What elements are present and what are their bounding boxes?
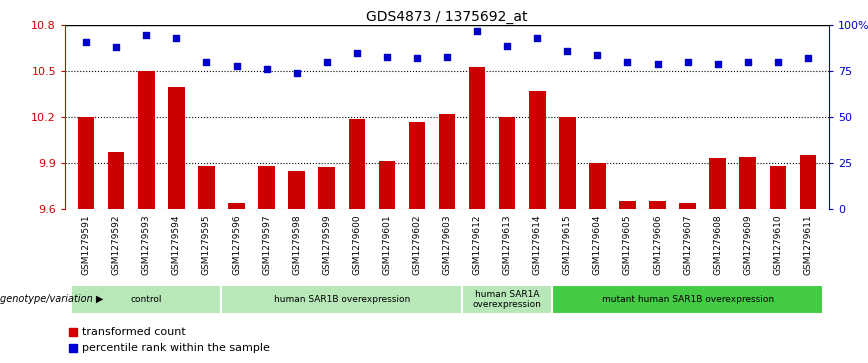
- Text: GSM1279611: GSM1279611: [804, 214, 812, 275]
- Text: GSM1279606: GSM1279606: [653, 214, 662, 275]
- Bar: [221, 285, 462, 314]
- Bar: [319, 167, 335, 209]
- Text: GSM1279596: GSM1279596: [232, 214, 241, 275]
- Point: [380, 54, 394, 60]
- Bar: [78, 117, 95, 209]
- Bar: [108, 152, 124, 209]
- Point: [590, 52, 604, 58]
- Text: GSM1279592: GSM1279592: [112, 214, 121, 274]
- Text: GSM1279610: GSM1279610: [773, 214, 782, 275]
- Text: GSM1279597: GSM1279597: [262, 214, 271, 275]
- Bar: [168, 86, 185, 209]
- Text: genotype/variation ▶: genotype/variation ▶: [0, 294, 103, 305]
- Point: [621, 59, 635, 65]
- Bar: [499, 117, 516, 209]
- Text: GSM1279593: GSM1279593: [141, 214, 151, 275]
- Point: [260, 66, 273, 72]
- Bar: [378, 162, 395, 209]
- Bar: [589, 163, 606, 209]
- Bar: [709, 158, 726, 209]
- Point: [740, 59, 754, 65]
- Bar: [228, 203, 245, 209]
- Point: [79, 39, 93, 45]
- Bar: [138, 71, 155, 209]
- Bar: [438, 114, 456, 209]
- Text: GSM1279614: GSM1279614: [533, 214, 542, 274]
- Text: GSM1279615: GSM1279615: [562, 214, 572, 275]
- Bar: [799, 155, 816, 209]
- Bar: [680, 203, 696, 209]
- Point: [561, 48, 575, 54]
- Bar: [259, 166, 275, 209]
- Point: [140, 32, 154, 37]
- Point: [319, 269, 332, 274]
- Text: human SAR1B overexpression: human SAR1B overexpression: [273, 295, 410, 304]
- Point: [319, 120, 332, 126]
- Text: GSM1279605: GSM1279605: [623, 214, 632, 275]
- Text: GSM1279607: GSM1279607: [683, 214, 692, 275]
- Point: [229, 63, 243, 69]
- Bar: [529, 91, 545, 209]
- Point: [530, 35, 544, 41]
- Bar: [649, 201, 666, 209]
- Text: GSM1279612: GSM1279612: [472, 214, 482, 274]
- Text: GSM1279602: GSM1279602: [412, 214, 422, 274]
- Point: [711, 61, 725, 67]
- Text: GSM1279591: GSM1279591: [82, 214, 90, 275]
- Bar: [740, 157, 756, 209]
- Title: GDS4873 / 1375692_at: GDS4873 / 1375692_at: [366, 11, 528, 24]
- Text: percentile rank within the sample: percentile rank within the sample: [82, 343, 270, 354]
- Bar: [288, 171, 305, 209]
- Text: GSM1279604: GSM1279604: [593, 214, 602, 274]
- Text: GSM1279600: GSM1279600: [352, 214, 361, 275]
- Text: GSM1279601: GSM1279601: [383, 214, 391, 275]
- Point: [500, 43, 514, 49]
- Point: [350, 50, 364, 56]
- Text: GSM1279608: GSM1279608: [713, 214, 722, 275]
- Bar: [349, 119, 365, 209]
- Bar: [619, 201, 635, 209]
- Point: [200, 59, 214, 65]
- Bar: [409, 122, 425, 209]
- Text: GSM1279594: GSM1279594: [172, 214, 181, 274]
- Bar: [462, 285, 552, 314]
- Text: GSM1279598: GSM1279598: [293, 214, 301, 275]
- Point: [681, 59, 694, 65]
- Point: [651, 61, 665, 67]
- Point: [771, 59, 785, 65]
- Point: [290, 70, 304, 76]
- Bar: [552, 285, 823, 314]
- Bar: [469, 67, 485, 209]
- Bar: [198, 166, 214, 209]
- Point: [169, 35, 183, 41]
- Text: GSM1279595: GSM1279595: [202, 214, 211, 275]
- Text: control: control: [130, 295, 162, 304]
- Point: [109, 45, 123, 50]
- Bar: [770, 166, 786, 209]
- Point: [801, 56, 815, 61]
- Point: [319, 59, 333, 65]
- Bar: [559, 117, 575, 209]
- Text: GSM1279599: GSM1279599: [322, 214, 332, 275]
- Text: GSM1279609: GSM1279609: [743, 214, 753, 275]
- Point: [440, 54, 454, 60]
- Point: [470, 28, 484, 34]
- Text: GSM1279613: GSM1279613: [503, 214, 511, 275]
- Text: mutant human SAR1B overexpression: mutant human SAR1B overexpression: [602, 295, 773, 304]
- Bar: [71, 285, 221, 314]
- Point: [410, 56, 424, 61]
- Text: human SAR1A
overexpression: human SAR1A overexpression: [473, 290, 542, 309]
- Text: GSM1279603: GSM1279603: [443, 214, 451, 275]
- Text: transformed count: transformed count: [82, 327, 186, 337]
